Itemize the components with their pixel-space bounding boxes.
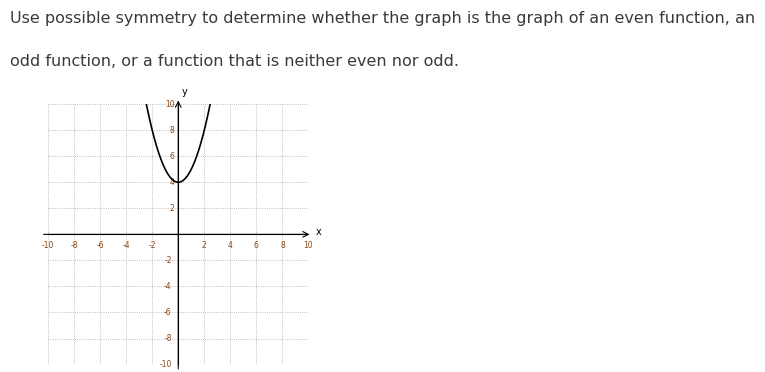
Text: -2: -2 bbox=[148, 241, 156, 250]
Text: 6: 6 bbox=[170, 152, 174, 161]
Text: 8: 8 bbox=[170, 126, 174, 135]
Text: 4: 4 bbox=[228, 241, 233, 250]
Text: odd function, or a function that is neither even nor odd.: odd function, or a function that is neit… bbox=[10, 54, 459, 69]
Text: 10: 10 bbox=[304, 241, 313, 250]
Text: -4: -4 bbox=[122, 241, 130, 250]
Text: -8: -8 bbox=[70, 241, 78, 250]
Text: -6: -6 bbox=[164, 308, 171, 317]
Text: 2: 2 bbox=[202, 241, 207, 250]
Text: 4: 4 bbox=[170, 178, 174, 187]
Text: x: x bbox=[316, 227, 321, 237]
Text: -2: -2 bbox=[164, 256, 171, 265]
Text: 2: 2 bbox=[170, 204, 174, 213]
Text: 6: 6 bbox=[254, 241, 259, 250]
Text: 10: 10 bbox=[164, 100, 174, 109]
Text: Use possible symmetry to determine whether the graph is the graph of an even fun: Use possible symmetry to determine wheth… bbox=[10, 11, 755, 26]
Text: -8: -8 bbox=[164, 334, 171, 343]
Text: -10: -10 bbox=[42, 241, 54, 250]
Text: 8: 8 bbox=[280, 241, 285, 250]
Text: -10: -10 bbox=[159, 360, 171, 369]
Text: y: y bbox=[182, 87, 188, 97]
Text: -6: -6 bbox=[96, 241, 104, 250]
Text: -4: -4 bbox=[164, 282, 171, 291]
